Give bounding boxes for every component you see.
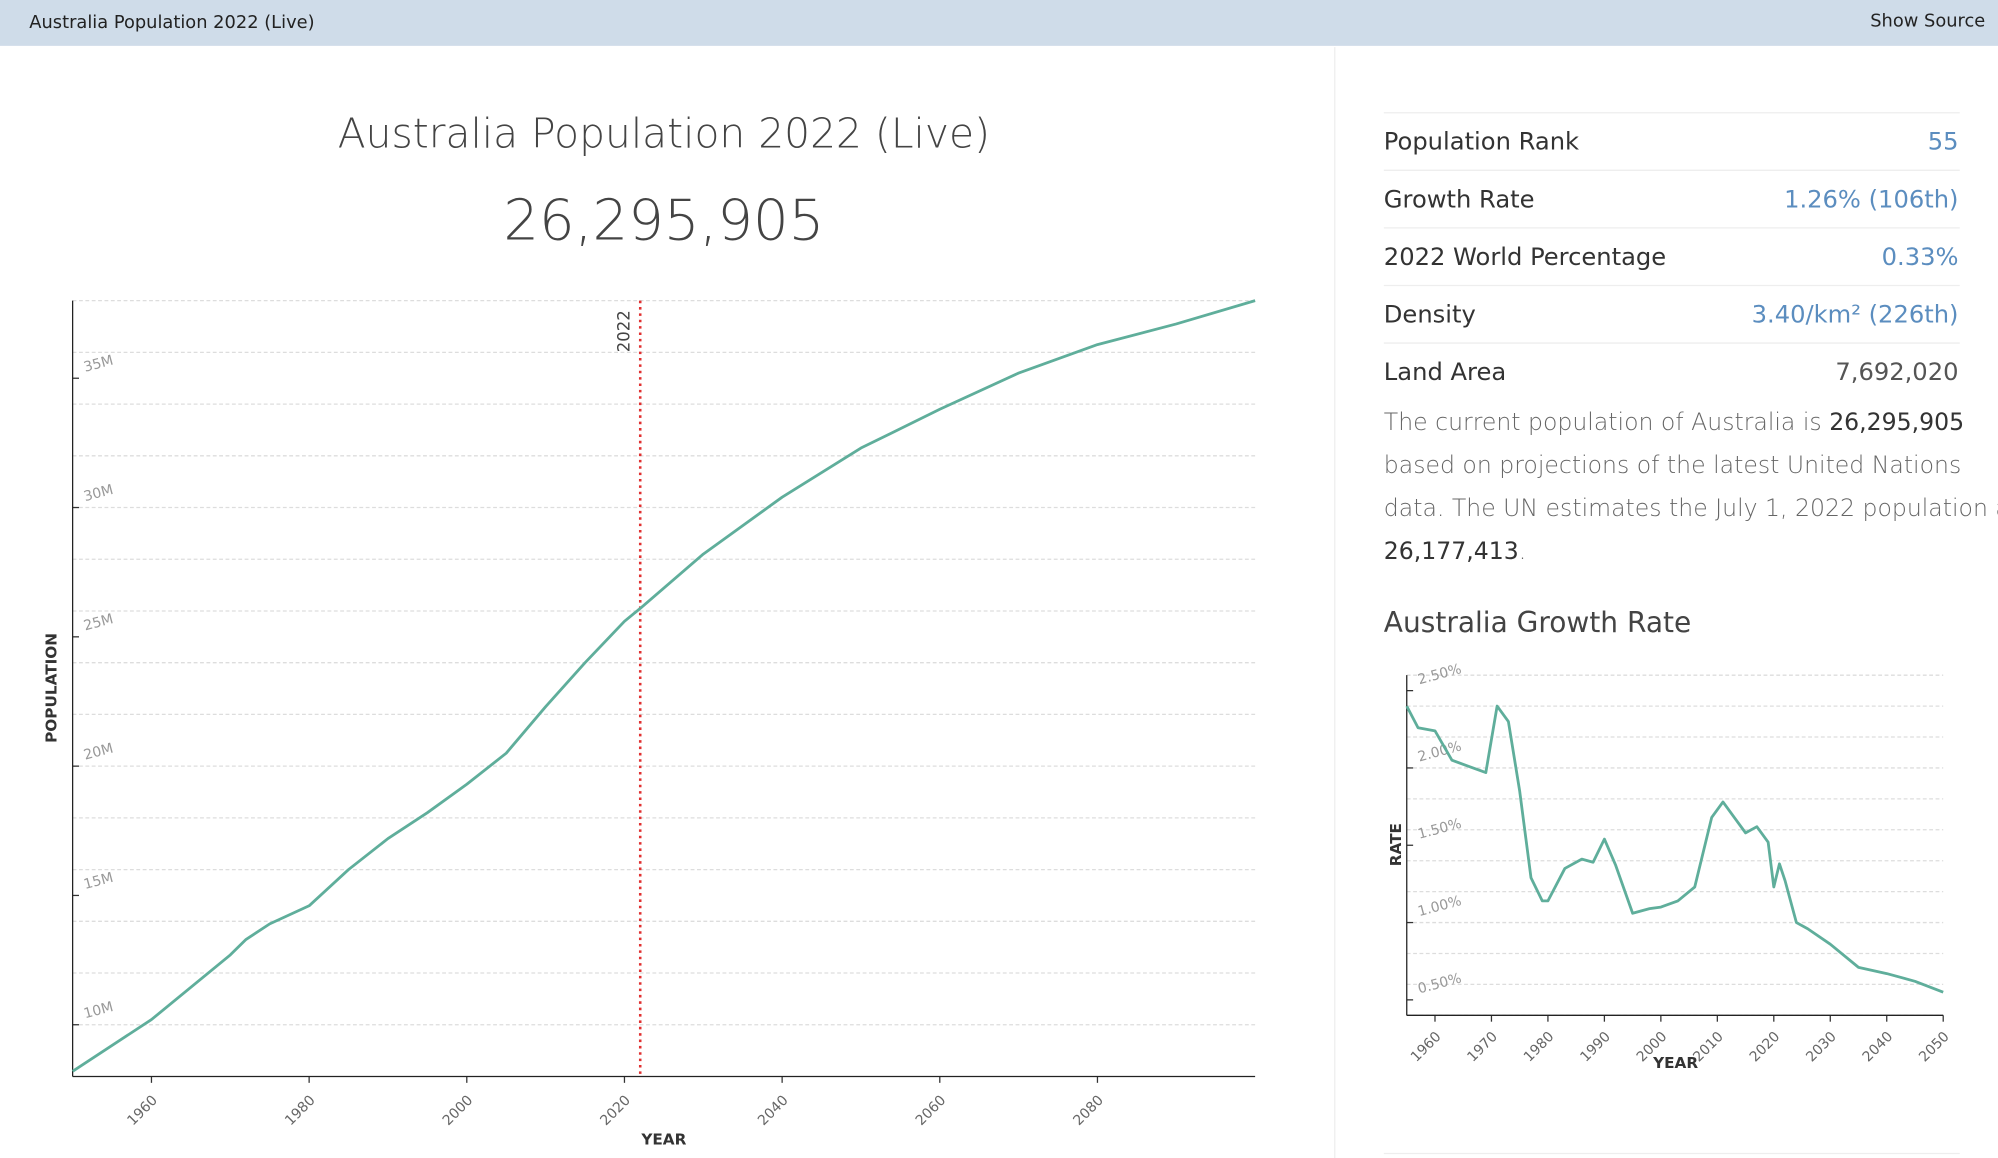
header-bar bbox=[0, 0, 1998, 46]
y-tick-label: 15M bbox=[82, 870, 115, 893]
y-tick-label: 35M bbox=[82, 353, 115, 376]
stat-value: 0.33% bbox=[1882, 243, 1959, 271]
y-tick-label: 2.50% bbox=[1416, 661, 1463, 688]
y-tick-label: 25M bbox=[82, 611, 115, 634]
stat-value: 55 bbox=[1928, 128, 1959, 156]
y-tick-label: 0.50% bbox=[1416, 970, 1463, 997]
data-line bbox=[71, 299, 1256, 1073]
show-source[interactable]: Show Source bbox=[1870, 11, 1985, 32]
description-text: based on projections of the latest Unite… bbox=[1384, 451, 1961, 479]
stat-label: Density bbox=[1384, 300, 1476, 328]
description-text: . bbox=[1519, 537, 1527, 565]
x-tick-label: 2030 bbox=[1803, 1029, 1840, 1066]
marker-label: 2022 bbox=[614, 310, 633, 352]
page-title: Australia Population 2022 (Live) bbox=[338, 109, 990, 157]
data-line bbox=[1405, 704, 1944, 994]
x-tick-label: 1980 bbox=[1521, 1029, 1558, 1066]
header-title[interactable]: Australia Population 2022 (Live) bbox=[29, 12, 314, 33]
x-tick-label: 1970 bbox=[1464, 1029, 1501, 1066]
x-tick-label: 2040 bbox=[1860, 1029, 1897, 1066]
x-axis-label: YEAR bbox=[640, 1131, 686, 1149]
stat-value: 7,692,020 bbox=[1835, 358, 1958, 386]
stat-label: 2022 World Percentage bbox=[1384, 243, 1666, 271]
y-axis-label: RATE bbox=[1387, 823, 1405, 866]
x-tick-label: 2000 bbox=[440, 1092, 477, 1129]
y-tick-label: 1.00% bbox=[1416, 893, 1463, 920]
y-tick-label: 30M bbox=[82, 482, 115, 505]
x-tick-label: 2080 bbox=[1070, 1092, 1107, 1129]
stat-label: Population Rank bbox=[1384, 128, 1579, 156]
x-tick-label: 2020 bbox=[597, 1092, 634, 1129]
x-tick-label: 1960 bbox=[1408, 1029, 1445, 1066]
description-line: 26,177,413. bbox=[1384, 537, 1526, 565]
x-tick-label: 1990 bbox=[1577, 1029, 1614, 1066]
stat-label: Growth Rate bbox=[1384, 185, 1535, 213]
x-tick-label: 2060 bbox=[913, 1092, 950, 1129]
y-tick-label: 10M bbox=[82, 999, 115, 1022]
x-tick-label: 1980 bbox=[282, 1092, 319, 1129]
stat-label: Land Area bbox=[1384, 358, 1506, 386]
growth-title: Australia Growth Rate bbox=[1384, 606, 1691, 639]
description-text: The current population of Australia is bbox=[1384, 407, 1829, 435]
description-line: based on projections of the latest Unite… bbox=[1384, 451, 1961, 479]
description-text: 26,177,413 bbox=[1384, 537, 1519, 565]
description-line: data. The UN estimates the July 1, 2022 … bbox=[1384, 494, 1998, 522]
description-text: data. The UN estimates the July 1, 2022 … bbox=[1384, 494, 1998, 522]
x-tick-label: 2020 bbox=[1747, 1029, 1784, 1066]
x-tick-label: 1960 bbox=[124, 1092, 161, 1129]
stat-value: 1.26% (106th) bbox=[1784, 185, 1958, 213]
x-tick-label: 2040 bbox=[755, 1092, 792, 1129]
description-line: The current population of Australia is 2… bbox=[1384, 407, 1964, 435]
stat-value: 3.40/km² (226th) bbox=[1752, 300, 1959, 328]
y-tick-label: 20M bbox=[82, 740, 115, 763]
description-text: 26,295,905 bbox=[1829, 407, 1964, 435]
x-axis-label: YEAR bbox=[1652, 1054, 1698, 1072]
y-tick-label: 1.50% bbox=[1416, 816, 1463, 843]
live-count: 26,295,905 bbox=[503, 189, 824, 254]
x-tick-label: 2050 bbox=[1916, 1029, 1953, 1066]
y-axis-label: POPULATION bbox=[43, 633, 61, 743]
